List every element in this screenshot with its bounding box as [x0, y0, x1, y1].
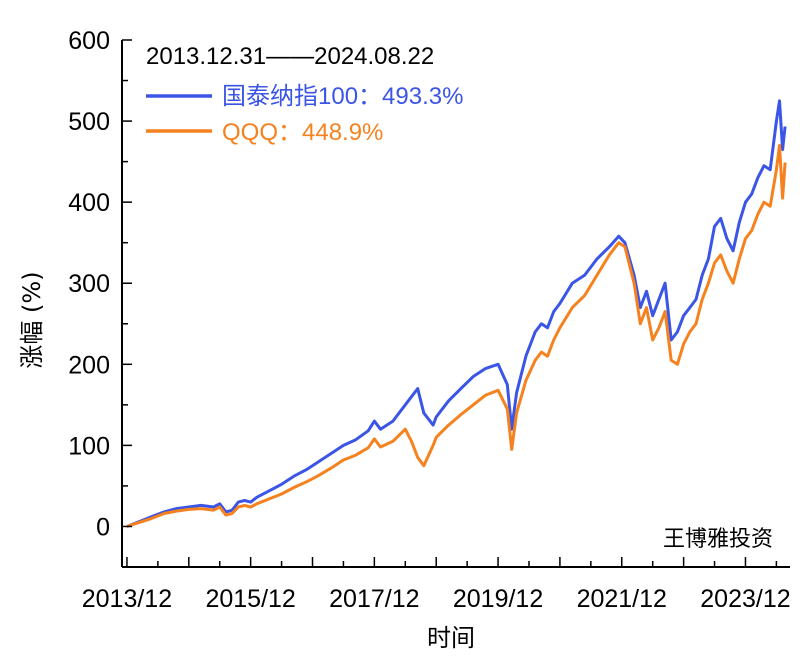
axes-layer [121, 40, 790, 568]
x-tick-label: 2015/12 [205, 585, 295, 613]
legend-label-series-1: 国泰纳指100：493.3% [222, 83, 463, 110]
y-tick-label: 300 [68, 270, 110, 298]
series-line-2 [126, 143, 787, 528]
y-ticks: 0 100 200 300 400 500 600 [68, 27, 132, 541]
x-tick-label: 2013/12 [82, 585, 172, 613]
y-tick-label: 600 [68, 27, 110, 55]
series-layer [126, 99, 787, 528]
y-tick-label: 200 [68, 351, 110, 379]
x-tick-label: 2023/12 [700, 585, 790, 613]
series-line-1 [126, 99, 787, 528]
x-tick-label: 2019/12 [453, 585, 543, 613]
chart-title: 2013.12.31——2024.08.22 [146, 43, 434, 70]
y-tick-label: 400 [68, 189, 110, 217]
watermark-text: 王博雅投资 [663, 527, 773, 552]
y-tick-label: 0 [96, 513, 110, 541]
x-tick-label: 2021/12 [577, 585, 667, 613]
y-axis-title: 涨幅 (%) [18, 271, 46, 368]
x-ticks: 2013/12 2015/12 2017/12 2019/12 2021/12 2023/… [82, 557, 791, 613]
x-tick-label: 2017/12 [329, 585, 419, 613]
y-tick-label: 500 [68, 108, 110, 136]
legend: 国泰纳指100：493.3% QQQ：448.9% [146, 83, 463, 146]
legend-label-series-2: QQQ：448.9% [222, 119, 383, 146]
y-tick-label: 100 [68, 432, 110, 460]
x-axis-title: 时间 [427, 624, 475, 652]
